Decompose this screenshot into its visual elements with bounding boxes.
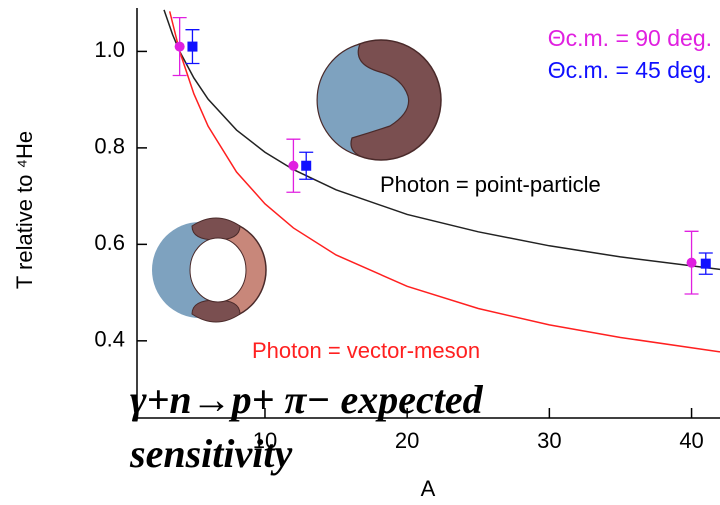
overlay-title: sensitivity (129, 431, 292, 476)
overlay-title: γ+n→p+ π− expected (130, 377, 484, 422)
y-tick-label: 0.6 (94, 230, 125, 255)
data-point (187, 41, 198, 52)
y-axis-label: T relative to ⁴He (12, 131, 37, 289)
nucleus-illustration-small (152, 217, 267, 323)
data-point (301, 160, 312, 171)
data-point (700, 258, 711, 269)
nucleus-illustration-large (316, 39, 442, 161)
y-tick-label: 1.0 (94, 37, 125, 62)
legend-entry: Θc.m. = 90 deg. (548, 25, 712, 51)
data-point (288, 160, 299, 171)
theory-curve (163, 9, 720, 271)
x-tick-label: 10 (253, 428, 277, 453)
y-tick-label: 0.4 (94, 327, 125, 352)
x-tick-label: 20 (395, 428, 419, 453)
x-axis-label: A (421, 476, 436, 501)
curve-label: Photon = vector-meson (252, 338, 480, 363)
x-tick-label: 30 (537, 428, 561, 453)
x-tick-label: 40 (679, 428, 703, 453)
data-point (686, 257, 697, 268)
curves (163, 9, 720, 353)
axis-frame (136, 8, 720, 419)
theory-curve (168, 11, 720, 353)
legend-entry: Θc.m. = 45 deg. (548, 57, 712, 83)
y-tick-label: 0.8 (94, 134, 125, 159)
curve-label: Photon = point-particle (380, 172, 601, 197)
data-point (174, 41, 185, 52)
